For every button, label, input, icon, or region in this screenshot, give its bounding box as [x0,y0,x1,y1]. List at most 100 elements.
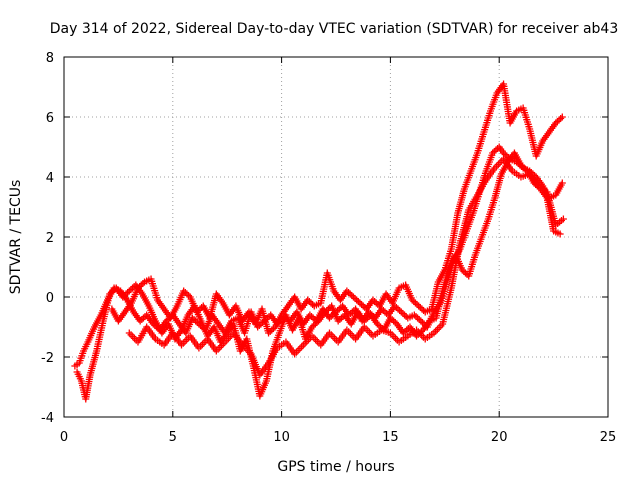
x-tick-label: 15 [382,430,399,445]
data-point-interp [345,289,353,296]
data-point-interp [416,304,424,311]
data-point-interp [137,281,145,289]
data-point-interp [353,296,361,304]
data-point-interp [346,290,354,298]
data-point-interp [414,314,422,322]
data-point-interp [307,299,315,307]
data-point [397,308,405,316]
data-point-interp [190,316,198,323]
data-point [334,317,342,325]
data-point [558,179,566,187]
data-point [265,329,273,337]
data-point-interp [324,305,332,313]
data-point [556,230,564,238]
x-tick-label: 0 [60,430,68,445]
y-tick-label: 0 [46,291,54,306]
data-point [552,119,560,127]
data-point [415,302,423,310]
axis-ticks [63,56,609,418]
data-point-interp [196,305,204,313]
series-track-b [73,149,564,403]
data-point-interp [555,116,563,124]
data-point-interp [323,307,331,314]
data-point [180,287,188,295]
data-point-interp [520,164,528,172]
data-point-interp [347,310,355,317]
data-point-interp [127,286,135,293]
data-point [489,149,497,157]
data-point-interp [396,307,404,314]
data-point [386,314,394,322]
data-point-interp [412,313,420,320]
data-point-interp [308,313,316,320]
data-point [106,290,114,298]
data-point [417,317,425,325]
data-point-interp [410,298,418,305]
data-point [408,296,416,304]
data-point [349,293,357,301]
data-point-interp [381,308,389,316]
y-tick-label: 4 [46,171,54,186]
data-point-interp [418,305,426,313]
data-point [125,329,133,337]
data-point-interp [309,314,317,322]
data-point-interp [394,305,402,313]
data-point-interp [336,316,344,323]
data-point-interp [415,316,423,323]
x-axis-tick-labels: 0 5 10 15 20 25 [60,430,616,445]
data-point [500,149,508,157]
data-point-interp [377,323,385,331]
data-point [558,113,566,121]
data-point-interp [399,310,407,317]
data-point-interp [122,290,130,298]
x-tick-label: 5 [169,430,177,445]
chart-title: Day 314 of 2022, Sidereal Day-to-day VTE… [50,21,619,37]
data-point [193,308,201,316]
data-point-interp [375,322,383,329]
data-point [360,317,368,325]
data-point [134,284,142,292]
data-point-interp [411,299,419,307]
y-tick-label: -4 [41,411,54,426]
data-point-interp [557,115,565,122]
data-point [136,317,144,325]
data-point-interp [124,289,132,296]
data-point-interp [305,298,313,305]
series-track-d [125,155,567,379]
y-tick-label: -2 [41,351,54,366]
data-point-interp [371,298,379,305]
data-point-interp [372,299,380,307]
data-point-interp [358,301,366,308]
data-points [71,80,567,403]
data-point-interp [461,269,469,277]
data-point [299,341,307,349]
data-point-interp [120,292,128,299]
data-point [410,311,418,319]
data-point [306,311,314,319]
data-point-interp [337,314,345,322]
y-tick-label: 8 [46,51,54,66]
x-tick-label: 25 [600,430,617,445]
data-point [125,287,133,295]
y-axis-label: SDTVAR / TECUs [8,180,24,295]
data-point [369,296,377,304]
data-point-interp [185,292,193,299]
data-point-interp [181,289,189,296]
data-point-interp [492,146,500,154]
data-point-interp [139,314,147,322]
data-point-interp [392,304,400,311]
data-point [559,215,567,223]
data-point-interp [139,280,147,287]
x-tick-label: 20 [491,430,508,445]
data-point-interp [359,302,367,310]
data-point-interp [490,148,498,155]
data-point-interp [311,320,319,328]
data-point-interp [519,163,527,170]
data-point [304,296,312,304]
data-point [399,329,407,337]
data-point-interp [401,328,409,335]
grid [64,57,608,417]
data-point-interp [310,322,318,329]
data-point-interp [335,305,343,313]
